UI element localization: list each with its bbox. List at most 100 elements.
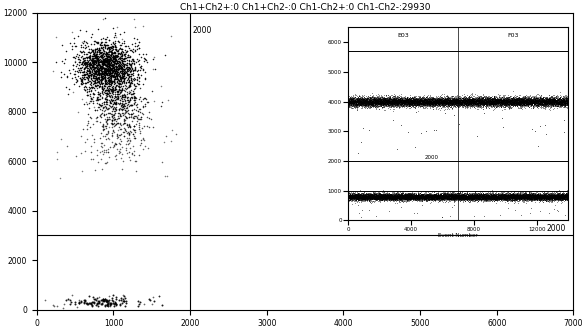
Point <box>111 54 120 60</box>
Point <box>118 73 127 78</box>
Point <box>56 136 66 142</box>
Point <box>97 39 106 44</box>
Point <box>107 45 117 50</box>
Point <box>90 69 100 74</box>
Point <box>115 87 124 92</box>
Point <box>127 47 136 53</box>
Point <box>92 56 101 62</box>
Point <box>116 65 125 70</box>
Point <box>138 135 147 141</box>
Point <box>130 67 139 72</box>
Point <box>99 297 108 302</box>
Point <box>105 45 115 50</box>
Point <box>114 83 123 89</box>
Point <box>106 62 115 67</box>
Point <box>97 66 107 71</box>
Point <box>80 71 90 76</box>
Point <box>83 86 92 91</box>
Point <box>97 124 107 129</box>
Point <box>122 90 131 95</box>
Point <box>87 84 97 89</box>
Point <box>78 41 87 46</box>
Point <box>96 36 105 41</box>
Point <box>115 114 125 119</box>
Point <box>118 112 128 118</box>
Point <box>134 45 144 50</box>
Point <box>82 41 91 46</box>
Point <box>104 62 113 67</box>
Point <box>103 97 112 102</box>
Point <box>113 89 122 94</box>
Point <box>125 68 135 73</box>
Point <box>130 127 139 132</box>
Point <box>86 93 95 99</box>
Point <box>100 83 110 88</box>
Point <box>107 93 117 99</box>
Point <box>92 41 101 46</box>
Point <box>96 65 105 70</box>
Point <box>106 62 115 68</box>
Point <box>113 110 122 115</box>
Point <box>107 63 117 68</box>
Point <box>112 64 121 69</box>
Point <box>117 49 126 55</box>
Point <box>104 89 114 95</box>
Point <box>87 149 96 155</box>
Point <box>120 69 129 74</box>
Point <box>115 149 125 154</box>
Point <box>141 103 150 109</box>
Point <box>98 62 108 67</box>
Point <box>115 59 125 64</box>
Point <box>82 137 91 142</box>
Point <box>81 46 90 51</box>
Point <box>93 40 103 45</box>
Point <box>154 294 163 299</box>
Point <box>111 47 120 52</box>
Point <box>117 86 127 91</box>
Point <box>116 296 125 301</box>
Point <box>107 72 116 78</box>
Point <box>101 298 110 303</box>
Point <box>121 300 131 306</box>
Point <box>118 104 128 109</box>
Point <box>80 88 90 93</box>
Point <box>90 70 99 75</box>
Point <box>130 82 139 88</box>
Point <box>106 73 115 78</box>
Point <box>112 60 121 66</box>
Point <box>115 31 125 36</box>
Point <box>114 64 124 70</box>
Point <box>87 60 97 65</box>
Point <box>130 128 139 133</box>
Point <box>105 62 115 67</box>
Point <box>111 153 121 158</box>
Point <box>114 83 124 88</box>
Point <box>116 84 125 89</box>
Point <box>97 301 107 307</box>
Point <box>124 52 133 58</box>
Point <box>86 99 96 104</box>
Point <box>122 150 132 155</box>
Point <box>129 91 138 97</box>
Point <box>48 303 57 308</box>
Point <box>100 43 109 48</box>
Point <box>86 82 96 88</box>
Point <box>138 52 148 57</box>
Point <box>85 56 94 61</box>
Point <box>81 65 90 70</box>
Point <box>108 132 117 137</box>
Point <box>117 65 126 70</box>
Point <box>112 49 121 54</box>
Point <box>107 93 116 98</box>
Point <box>109 58 118 64</box>
Point <box>120 110 130 115</box>
Point <box>82 302 91 307</box>
Point <box>141 96 150 102</box>
Point <box>89 61 98 66</box>
Point <box>112 53 121 58</box>
Point <box>91 65 100 70</box>
Point <box>94 74 104 80</box>
Point <box>104 111 113 116</box>
Point <box>115 132 125 137</box>
Point <box>99 59 108 65</box>
